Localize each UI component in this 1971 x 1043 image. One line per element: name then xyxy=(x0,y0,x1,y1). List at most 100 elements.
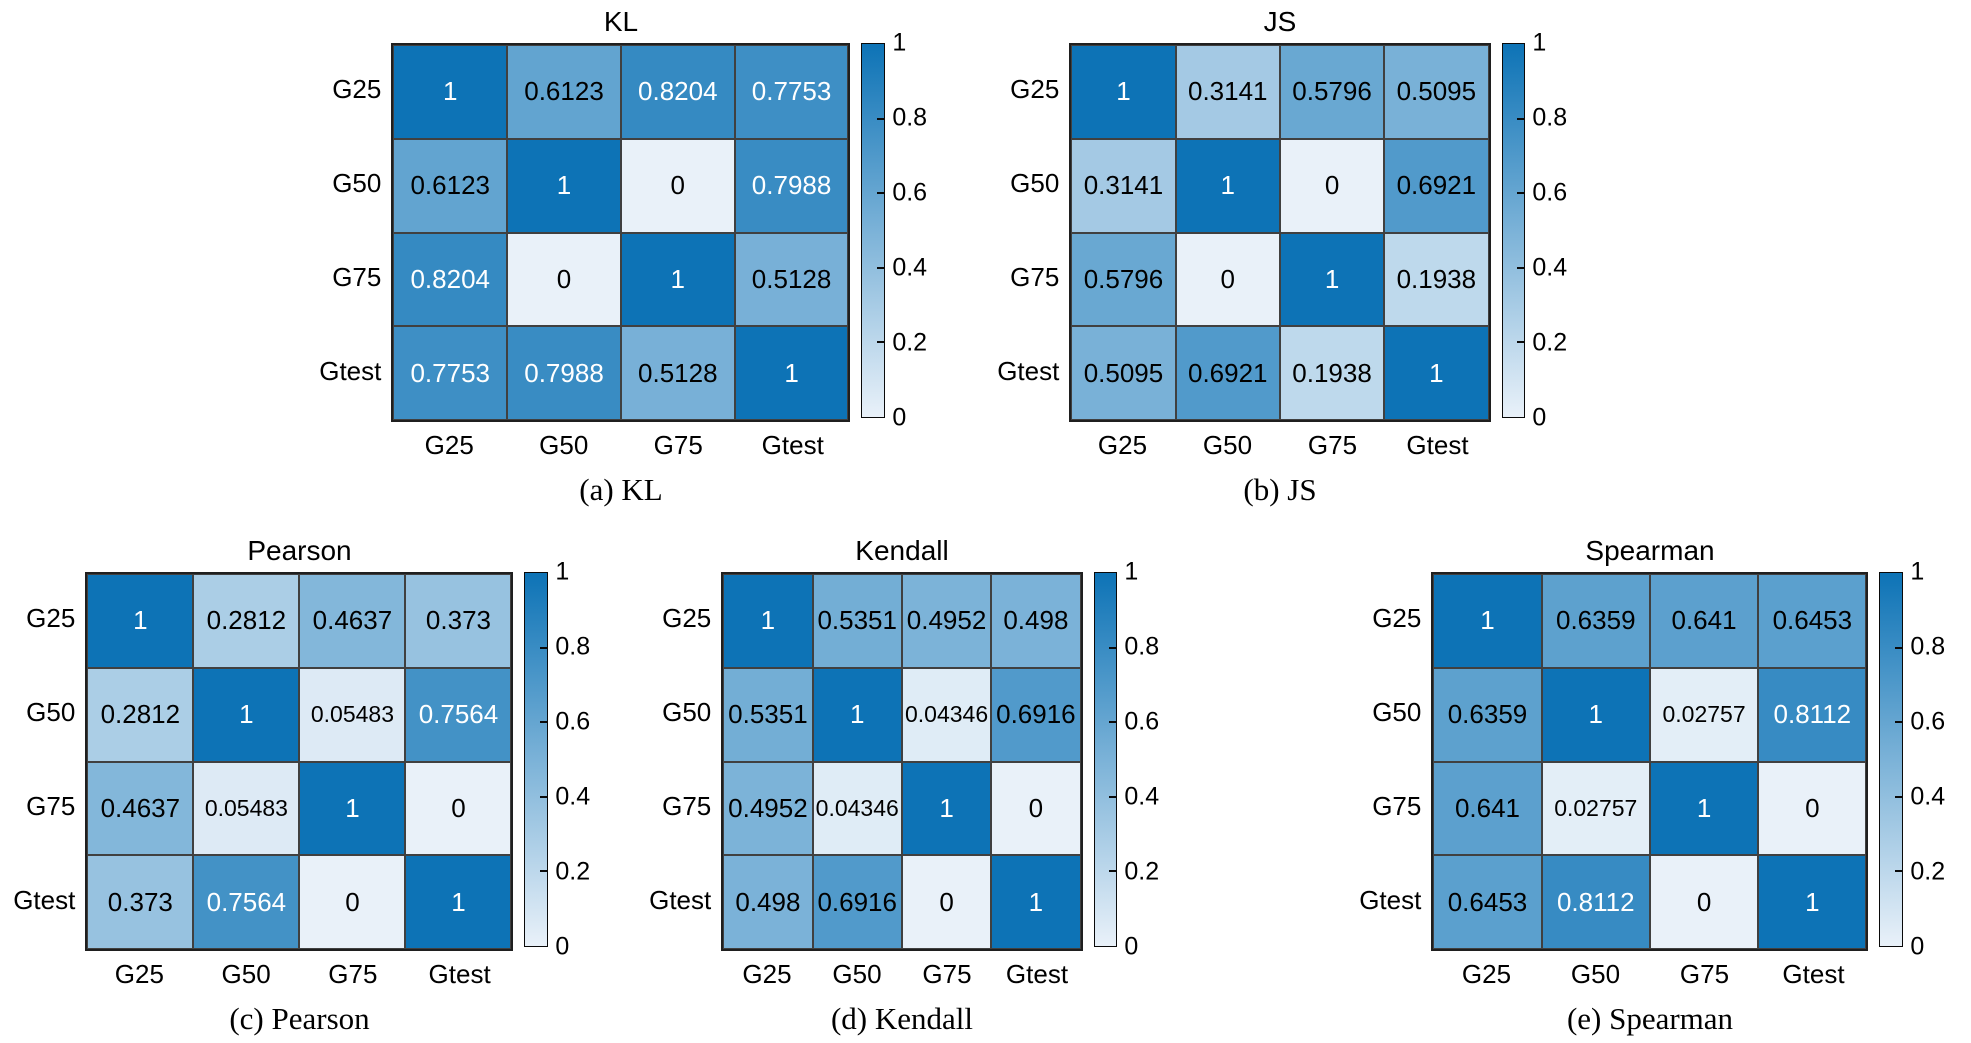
heatmap-cell: 0.373 xyxy=(405,574,512,668)
y-axis-label: G25 xyxy=(662,603,712,634)
colorbar-tick xyxy=(1109,721,1117,724)
heatmap-cell: 0.5796 xyxy=(1279,45,1385,139)
heatmap-cell: 1 xyxy=(1384,326,1489,420)
colorbar-tick-labels: 1 0.8 0.6 0.4 0.2 0 xyxy=(1117,558,1169,961)
x-axis-labels: G25 G50 G75 Gtest xyxy=(86,947,513,997)
heatmap-cell: 0.4952 xyxy=(723,761,813,856)
x-axis-label: G50 xyxy=(832,959,882,989)
y-axis-label: G75 xyxy=(1372,790,1422,821)
heatmap-cell: 1 xyxy=(299,761,406,856)
x-axis-label: Gtest xyxy=(761,430,824,460)
x-axis-label: Gtest xyxy=(428,959,491,989)
heatmap-cell: 1 xyxy=(1175,138,1280,233)
heatmap-cell: 1 xyxy=(87,574,194,668)
heatmap-cell: 1 xyxy=(507,138,621,233)
heatmap-cell: 1 xyxy=(1649,761,1759,856)
colorbar-tick xyxy=(877,192,885,195)
heatmap-cell: 0.04346 xyxy=(901,667,992,762)
figure-caption: (b) JS xyxy=(1243,472,1317,507)
heatmap-area: G25 G50 G75 Gtest 1 0.2812 0.4637 0.373 0.2812 1 0… xyxy=(0,558,600,961)
colorbar-tick-label: 0.2 xyxy=(1124,857,1160,886)
y-axis-label: G25 xyxy=(332,74,382,105)
y-axis-label: Gtest xyxy=(319,355,382,386)
heatmap-cell: 0.05483 xyxy=(299,667,406,762)
colorbar-tick-label: 0 xyxy=(1124,932,1139,961)
heatmap-grid: 1 0.3141 0.5796 0.5095 0.3141 1 0 0.6921 0.5796 0… xyxy=(1069,43,1491,422)
heatmap-cell: 0.6916 xyxy=(812,855,902,949)
heatmap-area: G25 G50 G75 Gtest 1 0.5351 0.4952 0.498 0.5351 1 0… xyxy=(622,558,1169,961)
y-axis-label: G25 xyxy=(1010,74,1060,105)
heatmap-cell: 0.7988 xyxy=(507,326,621,420)
heatmap-cell: 0.7753 xyxy=(393,326,508,420)
x-axis-label: G75 xyxy=(922,959,972,989)
heatmap-cell: 0 xyxy=(507,232,621,327)
colorbar xyxy=(1879,572,1904,947)
chart-title: JS xyxy=(1263,6,1297,37)
y-axis-label: G75 xyxy=(26,790,76,821)
heatmap-cell: 0 xyxy=(901,855,992,949)
heatmap-cell: 0.3141 xyxy=(1071,138,1176,233)
heatmap-cell: 0.8112 xyxy=(1541,855,1650,949)
y-axis-labels: G25 G50 G75 Gtest xyxy=(970,43,1069,418)
colorbar-tick-label: 0.8 xyxy=(555,632,591,661)
heatmap-cell: 0.498 xyxy=(723,855,813,949)
heatmap-grid: 1 0.5351 0.4952 0.498 0.5351 1 0.04346 0.6916 0.… xyxy=(721,572,1083,951)
colorbar-tick-label: 0.2 xyxy=(1532,328,1568,357)
chart-title: KL xyxy=(603,6,639,37)
y-axis-label: Gtest xyxy=(997,355,1060,386)
heatmap-cell: 1 xyxy=(1541,667,1650,762)
x-axis-labels: G25 G50 G75 Gtest xyxy=(1432,947,1868,997)
y-axis-label: G50 xyxy=(662,697,712,728)
colorbar-tick-label: 0.8 xyxy=(1910,632,1946,661)
heatmap-grid: 1 0.6359 0.641 0.6453 0.6359 1 0.02757 0.8112 0.… xyxy=(1431,572,1869,951)
heatmap-panel-pearson: Pearson G25 G50 G75 Gtest 1 0.2812 0.4637 0.373… xyxy=(0,529,600,1041)
heatmap-cell: 1 xyxy=(1758,855,1867,949)
colorbar-tick-label: 0 xyxy=(892,403,907,432)
heatmap-cell: 0.641 xyxy=(1649,574,1759,668)
colorbar-tick-label: 1 xyxy=(555,557,570,586)
colorbar-tick-label: 0.6 xyxy=(1910,707,1946,736)
colorbar-tick-label: 0.6 xyxy=(892,178,928,207)
heatmap-panel-kl: KL G25 G50 G75 Gtest 1 0.6123 0.8204 0.7753 0.61… xyxy=(292,0,937,512)
colorbar-tick xyxy=(1895,646,1903,649)
colorbar-tick-labels: 1 0.8 0.6 0.4 0.2 0 xyxy=(1525,29,1577,432)
x-axis-label: G25 xyxy=(1461,959,1512,989)
heatmap-panel-js: JS G25 G50 G75 Gtest 1 0.3141 0.5796 0.5095 0.31… xyxy=(970,0,1577,512)
heatmap-cell: 0.8204 xyxy=(620,45,735,139)
x-axis-label: G75 xyxy=(653,430,703,460)
heatmap-cell: 1 xyxy=(1433,574,1542,668)
heatmap-cell: 0.1938 xyxy=(1384,232,1489,327)
y-axis-label: Gtest xyxy=(13,884,76,915)
y-axis-label: G50 xyxy=(332,168,382,199)
heatmap-cell: 0 xyxy=(991,761,1081,856)
heatmap-cell: 0 xyxy=(1758,761,1867,856)
heatmap-cell: 1 xyxy=(991,855,1081,949)
colorbar-tick xyxy=(1109,646,1117,649)
heatmap-cell: 0.6453 xyxy=(1758,574,1867,668)
x-axis-label: G50 xyxy=(1570,959,1621,989)
y-axis-label: Gtest xyxy=(649,884,712,915)
colorbar-tick xyxy=(877,266,885,269)
heatmap-cell: 0 xyxy=(299,855,406,949)
figure-caption: (d) Kendall xyxy=(830,1001,974,1036)
colorbar-tick-label: 0.2 xyxy=(1910,857,1946,886)
heatmap-cell: 0.02757 xyxy=(1649,667,1759,762)
colorbar-tick-label: 0.8 xyxy=(1124,632,1160,661)
colorbar-tick xyxy=(1517,341,1525,344)
x-axis-label: Gtest xyxy=(1005,959,1069,989)
heatmap-cell: 0.5796 xyxy=(1071,232,1176,327)
colorbar-tick-label: 0.6 xyxy=(1124,707,1160,736)
y-axis-labels: G25 G50 G75 Gtest xyxy=(292,43,391,418)
figure-caption: (a) KL xyxy=(579,472,663,507)
colorbar-tick-label: 1 xyxy=(1910,557,1925,586)
x-axis-label: Gtest xyxy=(1782,959,1845,989)
heatmap-cell: 0.6123 xyxy=(393,138,508,233)
colorbar-tick-label: 0.6 xyxy=(555,707,591,736)
heatmap-area: G25 G50 G75 Gtest 1 0.6359 0.641 0.6453 0.6359 1 0… xyxy=(1332,558,1955,961)
heatmap-cell: 0 xyxy=(1649,855,1759,949)
heatmap-cell: 0.2812 xyxy=(193,574,300,668)
heatmap-panel-kendall: Kendall G25 G50 G75 Gtest 1 0.5351 0.4952 0.498… xyxy=(622,529,1169,1041)
x-axis-label: G25 xyxy=(424,430,474,460)
heatmap-cell: 0 xyxy=(405,761,512,856)
colorbar xyxy=(861,43,886,418)
